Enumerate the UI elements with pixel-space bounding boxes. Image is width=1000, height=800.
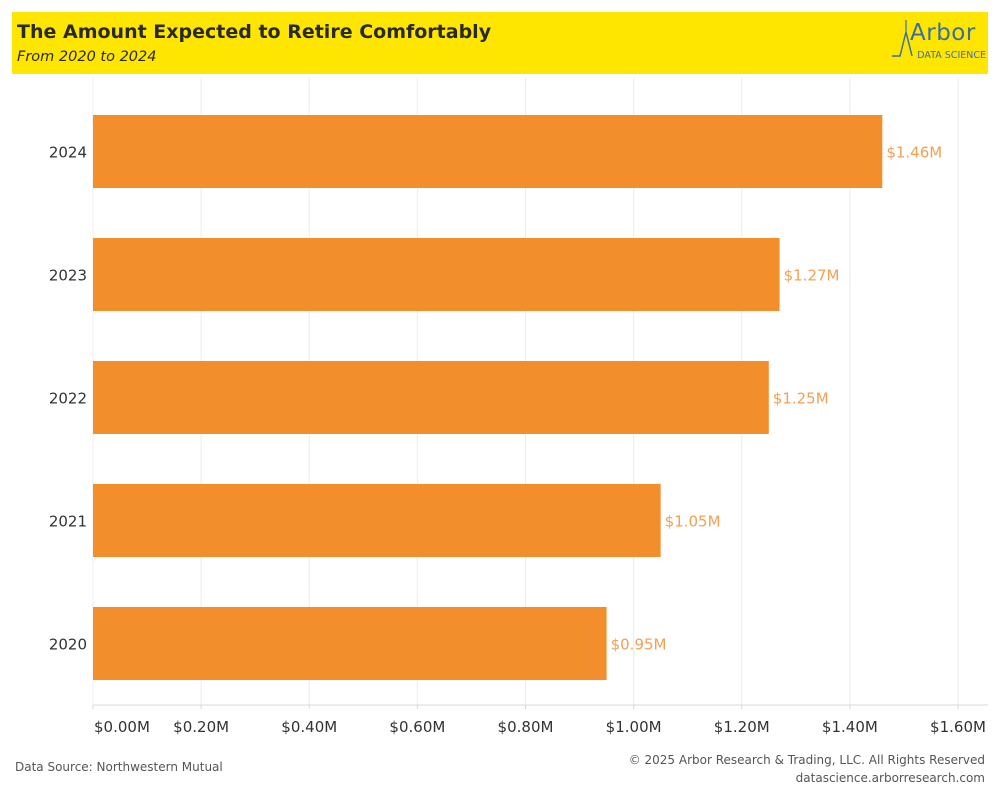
x-tick-label-6: $1.20M [714, 718, 770, 736]
value-label-2022: $1.25M [773, 390, 829, 408]
copyright-text: © 2025 Arbor Research & Trading, LLC. Al… [628, 753, 985, 767]
x-tick-label-3: $0.60M [389, 718, 445, 736]
x-tick-label-0: $0.00M [94, 718, 150, 736]
x-tick-label-5: $1.00M [606, 718, 662, 736]
category-label-2024: 2024 [49, 144, 87, 162]
bar-2021 [93, 484, 661, 557]
category-label-2023: 2023 [49, 267, 87, 285]
bar-2022 [93, 361, 769, 434]
logo-wordmark: Arbor [910, 20, 976, 46]
chart-subtitle: From 2020 to 2024 [17, 49, 157, 65]
category-label-2022: 2022 [49, 390, 87, 408]
x-tick-label-7: $1.40M [822, 718, 878, 736]
category-label-2021: 2021 [49, 513, 87, 531]
value-label-2020: $0.95M [611, 636, 667, 654]
category-label-2020: 2020 [49, 636, 87, 654]
data-source: Data Source: Northwestern Mutual [15, 760, 223, 774]
x-tick-label-1: $0.20M [173, 718, 229, 736]
x-tick-label-8: $1.60M [930, 718, 986, 736]
bar-2020 [93, 607, 607, 680]
logo-subtext: DATA SCIENCE [917, 50, 986, 61]
bar-chart: 2024 $1.46M 2023 $1.27M 2022 $1.25M 2021 $1.05M… [49, 78, 988, 736]
bar-2024 [93, 115, 883, 188]
chart-title: The Amount Expected to Retire Comfortabl… [17, 21, 492, 43]
value-label-2021: $1.05M [665, 513, 721, 531]
website-link[interactable]: datascience.arborresearch.com [795, 771, 985, 785]
bar-2023 [93, 238, 780, 311]
x-tick-label-4: $0.80M [498, 718, 554, 736]
arbor-logo-mark-icon [892, 20, 913, 57]
x-tick-label-2: $0.40M [281, 718, 337, 736]
footer-credits: © 2025 Arbor Research & Trading, LLC. Al… [629, 751, 985, 787]
header-banner: The Amount Expected to Retire Comfortabl… [12, 12, 988, 74]
arbor-logo: Arbor DATA SCIENCE [878, 12, 988, 74]
value-label-2023: $1.27M [784, 267, 840, 285]
value-label-2024: $1.46M [886, 144, 942, 162]
